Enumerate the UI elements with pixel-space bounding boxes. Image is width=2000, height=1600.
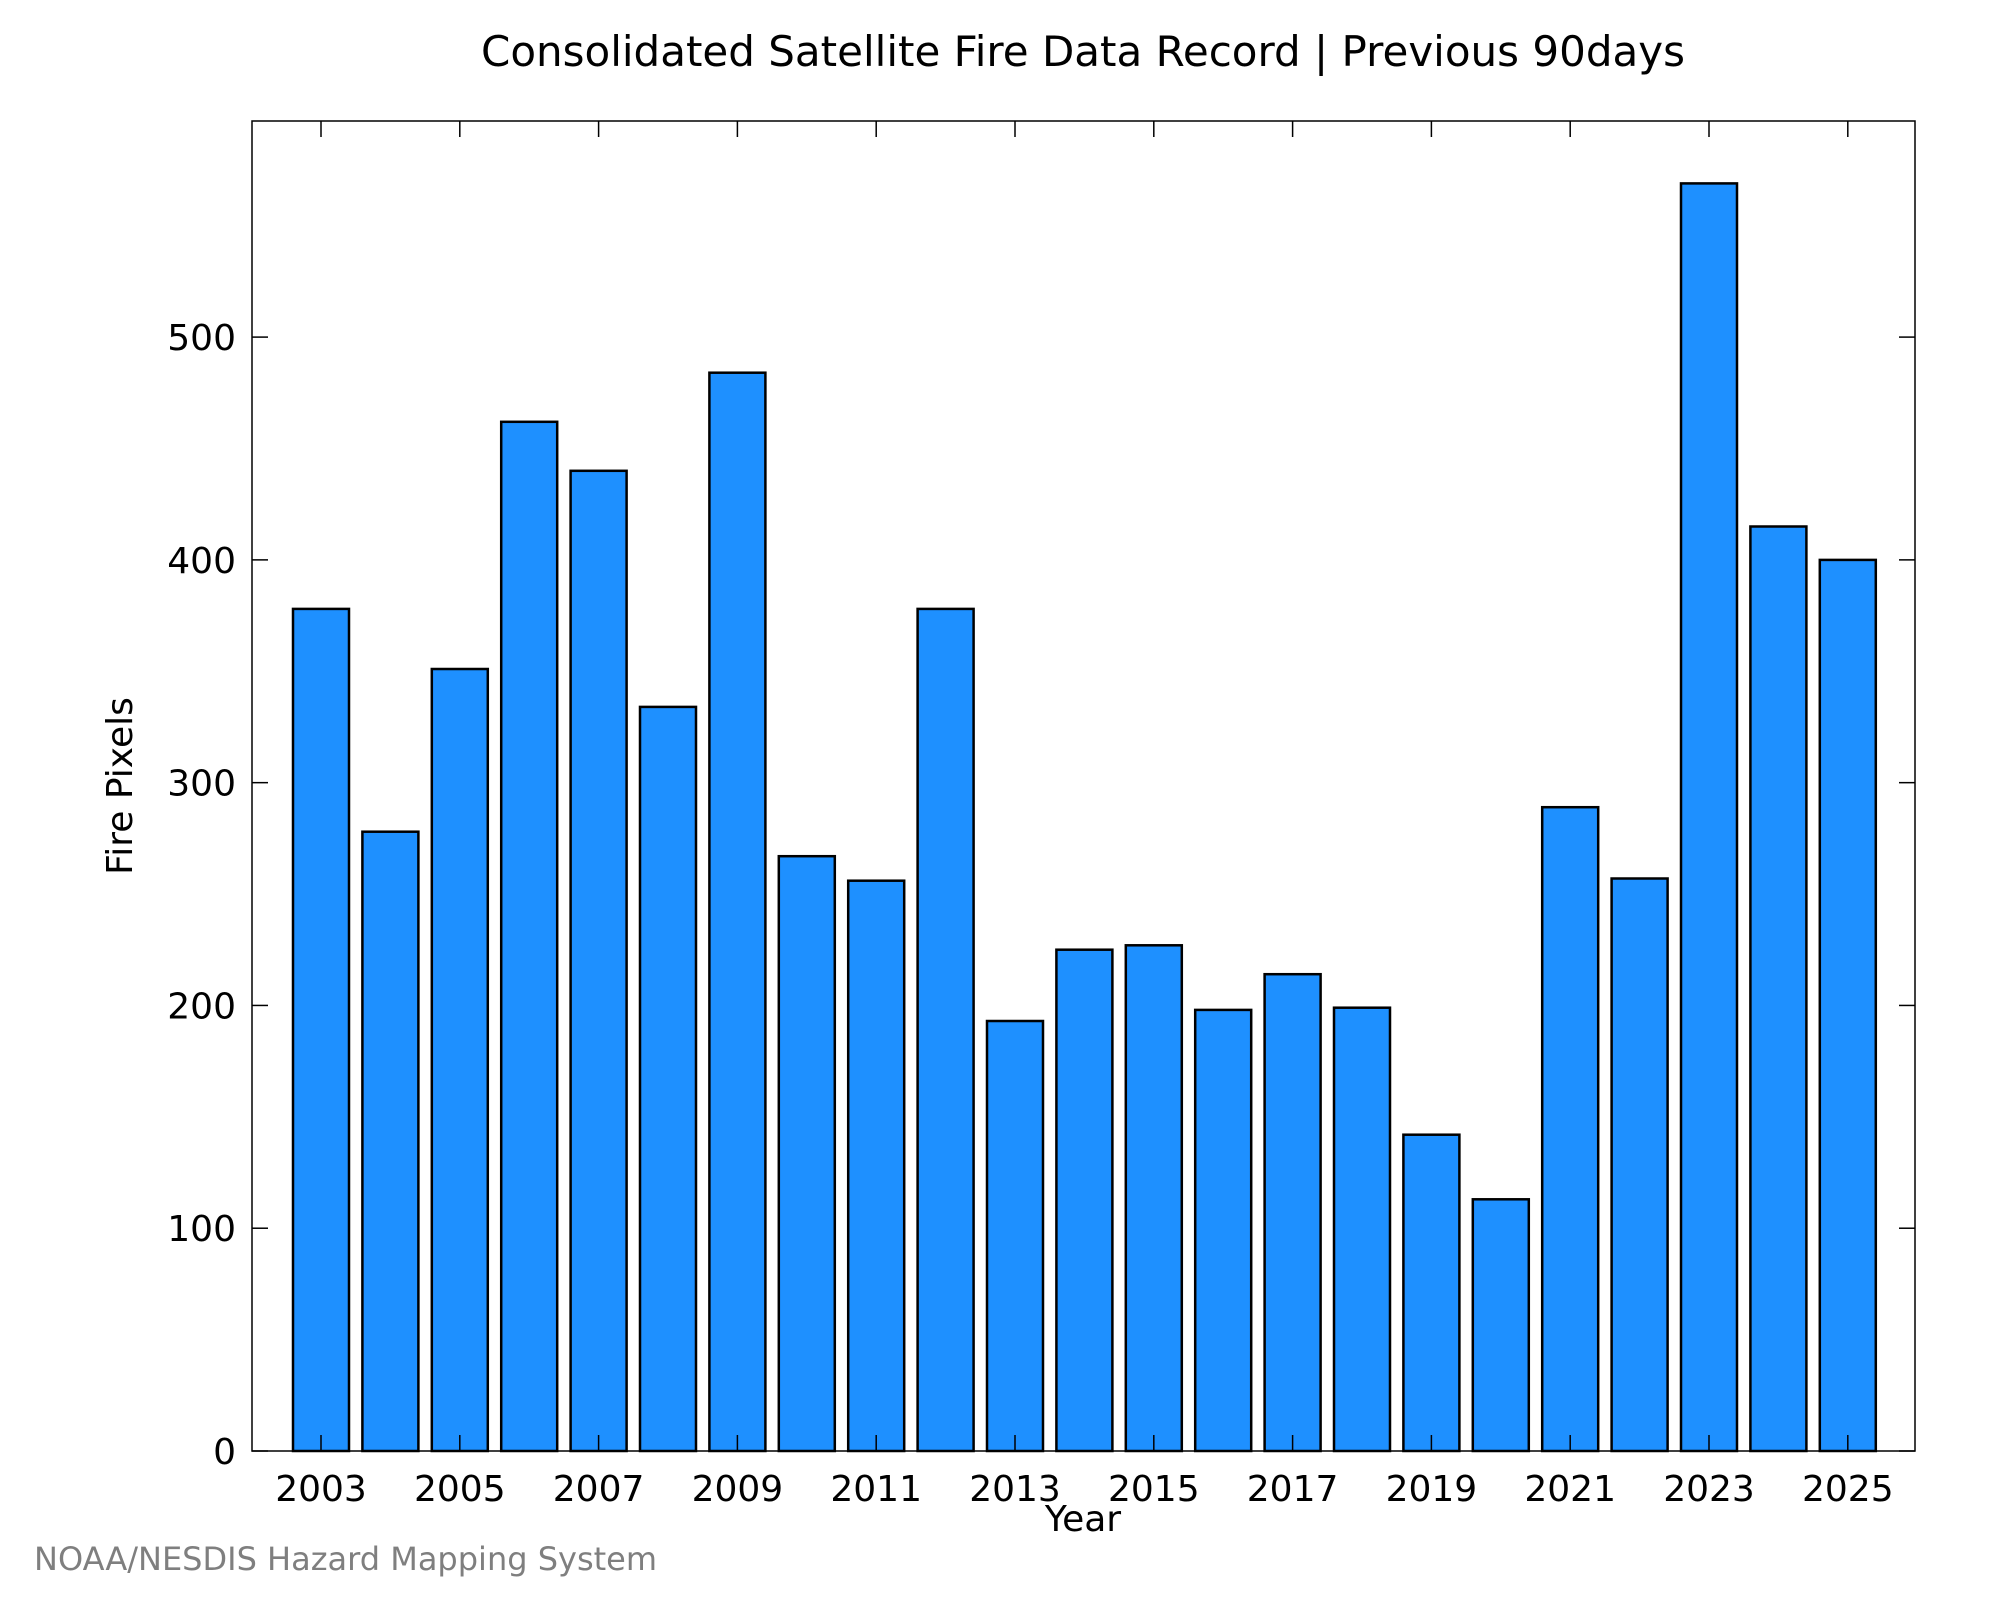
x-tick-label: 2013 xyxy=(969,1469,1061,1510)
bar-2014 xyxy=(1055,948,1114,1453)
bar-2015 xyxy=(1124,944,1184,1453)
source-credit: NOAA/NESDIS Hazard Mapping System xyxy=(34,1540,658,1578)
x-tick-label: 2025 xyxy=(1802,1469,1894,1510)
bar-2007 xyxy=(569,469,628,1453)
bar-2010 xyxy=(777,854,837,1453)
y-tick-label: 300 xyxy=(167,764,236,805)
x-tick-label: 2021 xyxy=(1524,1469,1616,1510)
ticks-group xyxy=(252,121,1915,1452)
bar-2004 xyxy=(361,830,420,1453)
x-tick-labels: 2003 2005 2007 2009 2011 2013 2015 2017 2019 2021… xyxy=(275,1469,1893,1510)
x-tick-label: 2017 xyxy=(1247,1469,1339,1510)
x-tick-label: 2003 xyxy=(275,1469,367,1510)
bar-2025 xyxy=(1818,558,1878,1453)
bar-2019 xyxy=(1402,1133,1461,1453)
y-tick-label: 500 xyxy=(167,318,236,359)
bar-2006 xyxy=(499,420,559,1453)
x-tick-label: 2007 xyxy=(553,1469,645,1510)
bar-2005 xyxy=(430,667,490,1453)
x-tick-label: 2019 xyxy=(1386,1469,1478,1510)
x-tick-label: 2011 xyxy=(830,1469,922,1510)
bar-2009 xyxy=(708,371,767,1453)
bar-2012 xyxy=(916,607,975,1453)
chart-title: Consolidated Satellite Fire Data Record … xyxy=(481,27,1685,76)
bar-2017 xyxy=(1263,972,1322,1453)
bar-2018 xyxy=(1332,1006,1392,1453)
bar-2021 xyxy=(1540,805,1600,1453)
y-tick-label: 200 xyxy=(167,986,236,1027)
bar-2013 xyxy=(985,1019,1045,1453)
bar-2020 xyxy=(1471,1198,1531,1453)
bar-2024 xyxy=(1749,525,1808,1453)
bar-2023 xyxy=(1679,182,1739,1453)
x-tick-label: 2005 xyxy=(414,1469,506,1510)
bar-2008 xyxy=(638,705,698,1453)
y-tick-label: 0 xyxy=(213,1432,236,1473)
y-tick-label: 400 xyxy=(167,541,236,582)
x-tick-label: 2009 xyxy=(692,1469,784,1510)
x-tick-label: 2015 xyxy=(1108,1469,1200,1510)
bar-2003 xyxy=(291,607,351,1453)
bars-group xyxy=(291,182,1878,1453)
bar-2016 xyxy=(1193,1008,1253,1453)
y-axis-title: Fire Pixels xyxy=(100,697,141,875)
plot-frame xyxy=(251,120,1916,1452)
bar-2022 xyxy=(1610,877,1669,1453)
y-tick-label: 100 xyxy=(167,1209,236,1250)
bar-2011 xyxy=(846,879,906,1453)
x-axis-title: Year xyxy=(1044,1499,1121,1540)
y-tick-labels: 0 100 200 300 400 500 xyxy=(167,318,236,1473)
x-tick-label: 2023 xyxy=(1663,1469,1755,1510)
